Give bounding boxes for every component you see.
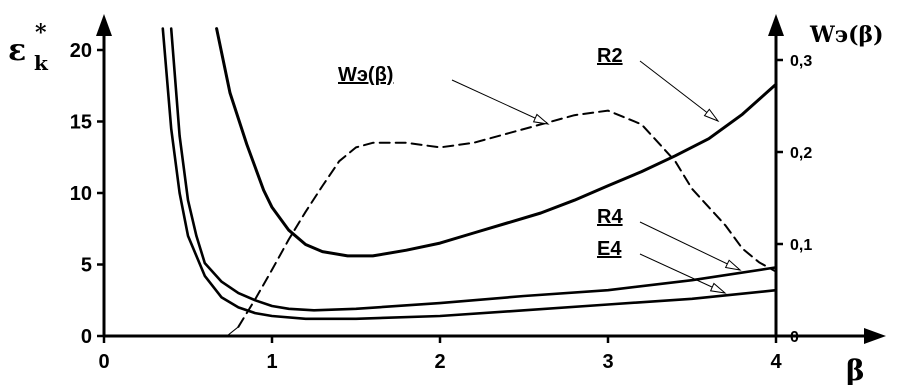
y-left-tick-label: 5 <box>81 255 92 277</box>
y-left-axis-arrowhead <box>96 14 112 36</box>
y-right-axis-title: Wэ(β) <box>809 22 884 48</box>
callout-arrowhead <box>703 108 720 123</box>
callout-label: Wэ(β) <box>338 64 393 86</box>
y-right-tick-label: 0,3 <box>790 53 812 70</box>
series-line-3 <box>237 109 777 328</box>
callout-label: E4 <box>597 238 622 260</box>
series-line-0 <box>215 27 778 258</box>
y-right-tick-label: 0 <box>790 329 799 346</box>
x-tick-label: 3 <box>602 351 613 373</box>
y-left-tick-label: 0 <box>81 326 92 348</box>
y-left-axis-title-sub: k <box>34 51 49 75</box>
y-left-tick-label: 15 <box>70 112 92 134</box>
y-left-axis-title: ε <box>8 33 26 68</box>
callouts: Wэ(β) R2 R4 E4 <box>228 45 742 336</box>
series-lines <box>161 27 778 328</box>
x-axis-title: β <box>846 354 865 385</box>
y-left-axis-title-sup: * <box>35 20 47 46</box>
callout-arrowhead <box>724 259 742 271</box>
callout-leader-line <box>639 60 719 122</box>
x-tick-label: 0 <box>98 351 109 373</box>
y-left-tick-label: 10 <box>70 183 92 205</box>
series-line-2 <box>161 27 778 321</box>
x-tick-label: 4 <box>770 351 782 373</box>
x-axis-arrowhead <box>864 328 886 344</box>
series-line-1 <box>169 27 778 312</box>
callout-leader-line <box>451 79 549 125</box>
dashed-start-tick <box>228 326 239 336</box>
callout-arrowhead <box>532 113 550 125</box>
y-right-tick-label: 0,1 <box>790 237 812 254</box>
x-tick-label: 1 <box>266 351 277 373</box>
callout-leader-line <box>639 253 726 294</box>
callout-arrowhead <box>709 282 727 294</box>
y-right-axis-arrowhead <box>768 14 784 36</box>
callout-leader-line <box>639 221 741 271</box>
callout-label: R2 <box>597 45 623 67</box>
callout-label: R4 <box>597 206 623 228</box>
y-right-tick-label: 0,2 <box>790 145 812 162</box>
x-tick-label: 2 <box>434 351 445 373</box>
y-left-tick-label: 20 <box>70 40 92 62</box>
